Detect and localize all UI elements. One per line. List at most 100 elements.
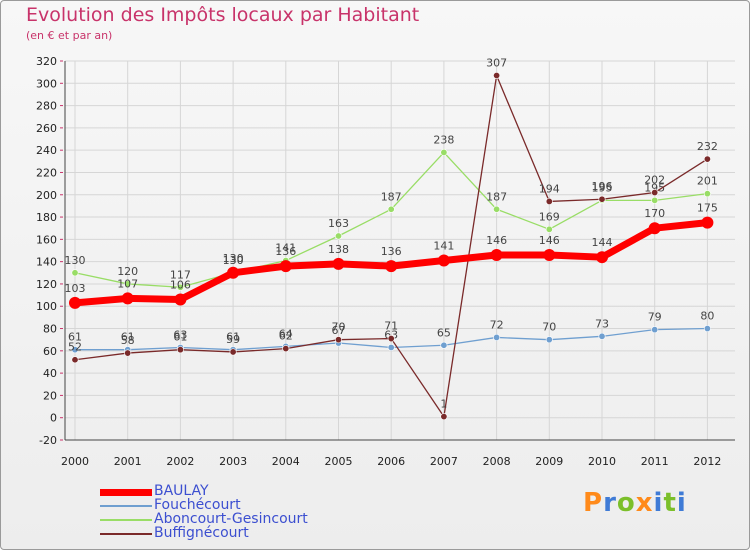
data-point [227,266,240,279]
logo-letter: o [616,488,636,518]
data-label: 79 [648,311,662,324]
data-label: 107 [117,277,138,290]
data-label: 136 [381,245,402,258]
data-label: 120 [117,265,138,278]
data-label: 232 [697,140,718,153]
data-label: 61 [68,331,82,344]
logo-letter: P [583,488,604,518]
data-point [121,292,134,305]
data-label: 103 [65,282,86,295]
data-label: 201 [697,175,718,188]
data-point [598,332,606,340]
data-point [543,248,556,261]
data-label: 163 [328,217,349,230]
data-label: 141 [275,242,296,255]
data-label: 136 [275,245,296,258]
data-point [387,343,395,351]
x-tick-label: 2003 [219,455,247,468]
data-label: 61 [226,331,240,344]
legend-swatch [100,505,152,507]
data-point [174,293,187,306]
data-label: 195 [644,181,665,194]
data-point [648,222,661,235]
chart-title: Evolution des Impôts locaux par Habitant [26,4,420,26]
data-point [282,345,290,353]
data-label: 144 [592,236,613,249]
data-point [490,248,503,261]
data-point [651,326,659,334]
y-tick-label: -20 [39,434,57,447]
x-tick-label: 2001 [114,455,142,468]
data-point [385,260,398,273]
data-point [176,346,184,354]
data-label: 130 [65,254,86,267]
legend-label: Fouchécourt [154,497,241,513]
data-label: 106 [170,279,191,292]
data-point [71,346,79,354]
legend-swatch [100,533,152,535]
x-tick-label: 2011 [641,455,669,468]
data-label: 130 [223,254,244,267]
data-point [598,195,606,203]
data-point [71,269,79,277]
data-label: 187 [486,190,507,203]
data-point [124,349,132,357]
data-label: 141 [433,240,454,253]
data-label: 146 [539,234,560,247]
data-point [279,260,292,273]
data-label: 64 [279,327,293,340]
data-point [651,189,659,197]
data-point [440,148,448,156]
x-tick-label: 2009 [535,455,563,468]
legend-label: BAULAY [154,483,209,499]
data-label: 61 [173,331,187,344]
data-point [493,71,501,79]
x-tick-label: 2004 [272,455,300,468]
y-tick-label: 100 [36,300,57,313]
data-point [493,333,501,341]
data-point [334,336,342,344]
data-label: 238 [433,133,454,146]
data-point [703,155,711,163]
x-tick-label: 2007 [430,455,458,468]
y-tick-label: 20 [43,389,57,402]
data-point [545,336,553,344]
x-tick-label: 2002 [166,455,194,468]
data-label: 202 [644,174,665,187]
data-point [387,335,395,343]
y-tick-label: 120 [36,278,57,291]
data-label: 72 [490,318,504,331]
data-point [124,280,132,288]
x-tick-label: 2008 [483,455,511,468]
data-label: 63 [173,328,187,341]
data-point [651,196,659,204]
data-label: 67 [332,324,346,337]
y-tick-label: 180 [36,211,57,224]
data-point [703,325,711,333]
data-label: 70 [542,321,556,334]
logo-letter: t [663,488,677,518]
data-label: 61 [121,331,135,344]
data-label: 80 [700,310,714,323]
data-label: 1 [440,398,447,411]
y-tick-label: 220 [36,166,57,179]
data-label: 52 [68,341,82,354]
legend-swatch [100,488,152,496]
data-label: 187 [381,190,402,203]
data-label: 65 [437,326,451,339]
data-point [71,356,79,364]
y-tick-label: 0 [50,412,57,425]
y-tick-label: 140 [36,256,57,269]
data-point [332,257,345,270]
data-point [703,190,711,198]
legend-swatch [100,519,152,521]
x-tick-label: 2006 [377,455,405,468]
logo-letter: r [603,488,617,518]
logo-letter: i [676,488,687,518]
data-label: 307 [486,56,507,69]
data-point [545,197,553,205]
legend-label: Aboncourt-Gesincourt [154,511,308,527]
data-label: 146 [486,234,507,247]
y-tick-label: 60 [43,345,57,358]
